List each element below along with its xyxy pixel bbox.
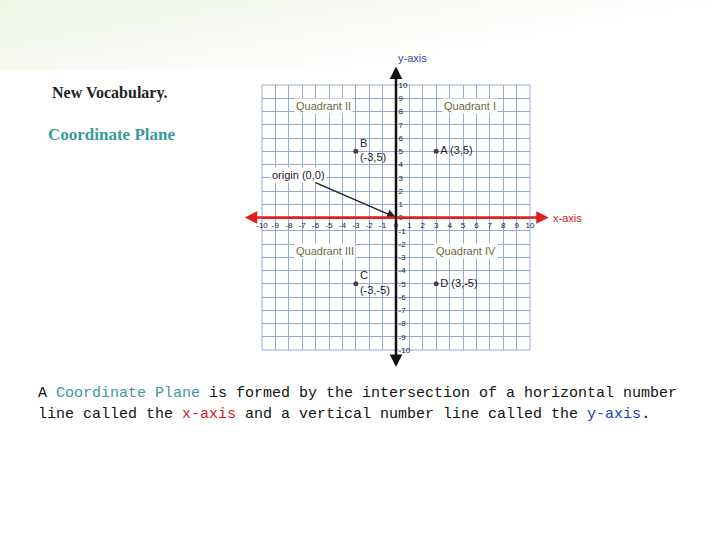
svg-text:-6: -6 (312, 221, 320, 230)
svg-text:-3: -3 (399, 253, 407, 262)
svg-text:-2: -2 (399, 240, 407, 249)
svg-text:-5: -5 (325, 221, 333, 230)
svg-text:1: 1 (399, 200, 404, 209)
svg-text:-1: -1 (379, 221, 387, 230)
svg-text:6: 6 (399, 134, 404, 143)
svg-text:Quadrant I: Quadrant I (444, 100, 496, 112)
svg-text:D (3,-5): D (3,-5) (440, 277, 477, 289)
svg-text:-6: -6 (399, 293, 407, 302)
svg-text:6: 6 (474, 221, 479, 230)
svg-text:-4: -4 (339, 221, 347, 230)
svg-text:A (3,5): A (3,5) (440, 144, 472, 156)
svg-text:2: 2 (421, 221, 426, 230)
svg-text:-8: -8 (399, 319, 407, 328)
svg-text:4: 4 (447, 221, 452, 230)
html-text:New Vocabulary.: New Vocabulary. (52, 84, 168, 101)
html-text:Coordinate Plane: Coordinate Plane (48, 125, 175, 144)
svg-text:-4: -4 (399, 266, 407, 275)
svg-text:8: 8 (501, 221, 506, 230)
svg-text:-9: -9 (399, 333, 407, 342)
svg-text:4: 4 (399, 160, 404, 169)
svg-text:0: 0 (394, 221, 399, 230)
svg-text:5: 5 (399, 147, 404, 156)
svg-text:7: 7 (399, 121, 404, 130)
svg-text:-3: -3 (352, 221, 360, 230)
svg-text:-9: -9 (272, 221, 280, 230)
svg-text:-2: -2 (366, 221, 374, 230)
svg-text:10: 10 (399, 81, 408, 90)
svg-text:7: 7 (488, 221, 493, 230)
html-text:A Coordinate Plane is formed b: A Coordinate Plane is formed by the inte… (38, 385, 678, 423)
svg-text:5: 5 (461, 221, 466, 230)
svg-text:-7: -7 (399, 306, 407, 315)
svg-text:Quadrant II: Quadrant II (296, 100, 351, 112)
svg-text:y-axis: y-axis (398, 52, 427, 64)
svg-text:3: 3 (399, 174, 404, 183)
svg-text:-7: -7 (299, 221, 307, 230)
svg-text:9: 9 (514, 221, 519, 230)
svg-text:3: 3 (434, 221, 439, 230)
svg-text:x-axis: x-axis (553, 212, 582, 224)
svg-text:origin (0,0): origin (0,0) (272, 169, 325, 181)
svg-text:1: 1 (407, 221, 412, 230)
svg-text:-8: -8 (285, 221, 293, 230)
svg-text:Quadrant IV: Quadrant IV (436, 245, 496, 257)
svg-text:-10: -10 (399, 346, 411, 355)
svg-text:-5: -5 (399, 280, 407, 289)
svg-text:C(-3,-5): C(-3,-5) (360, 269, 390, 295)
svg-text:B(-3,5): B(-3,5) (360, 137, 386, 163)
svg-text:8: 8 (399, 107, 404, 116)
svg-text:2: 2 (399, 187, 404, 196)
svg-text:-10: -10 (256, 221, 268, 230)
svg-text:0: 0 (399, 213, 404, 222)
svg-text:Quadrant III: Quadrant III (296, 245, 354, 257)
svg-text:10: 10 (526, 221, 535, 230)
svg-text:-1: -1 (399, 227, 407, 236)
svg-text:9: 9 (399, 94, 404, 103)
